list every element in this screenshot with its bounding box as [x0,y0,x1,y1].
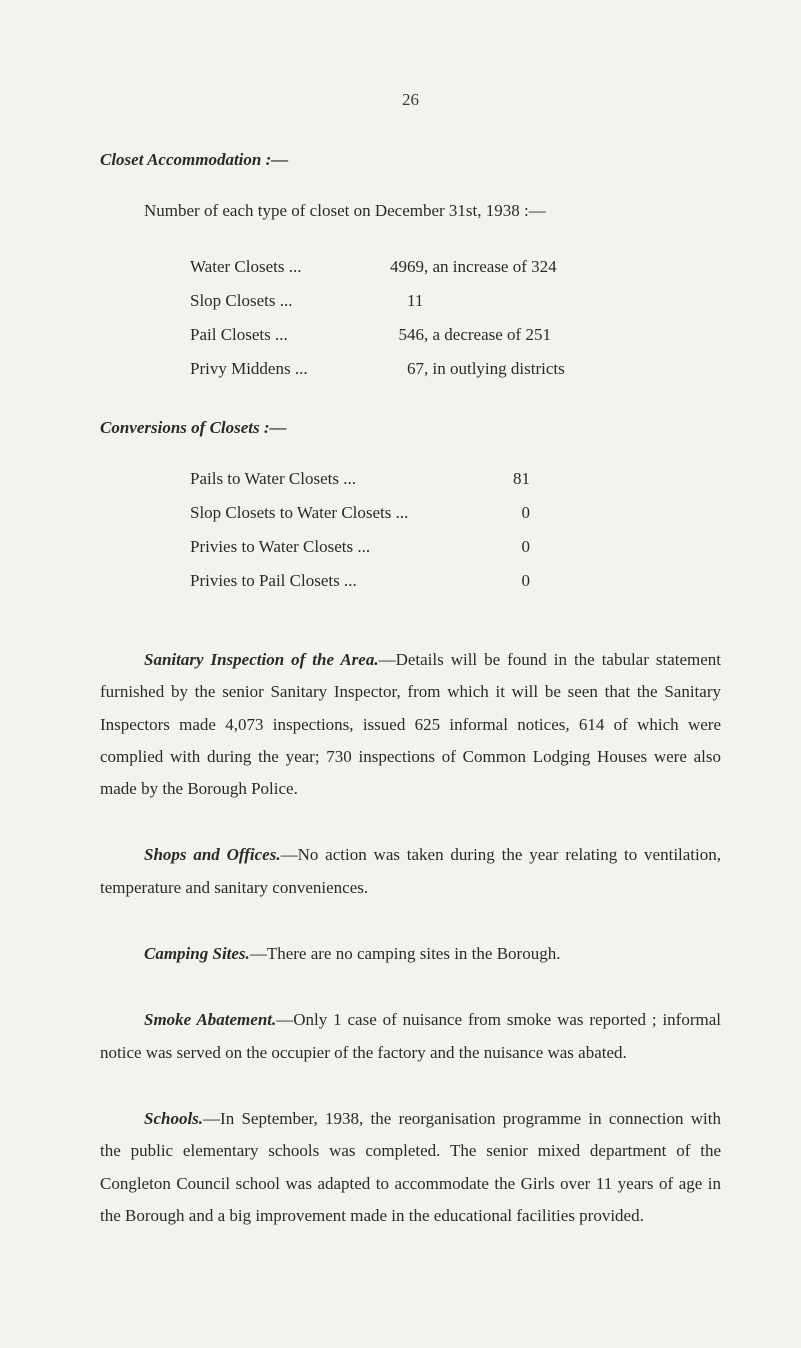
sanitary-text: —Details will be found in the tabular st… [100,650,721,798]
shops-paragraph: Shops and Offices.—No action was taken d… [100,839,721,904]
conv-label: Privies to Pail Closets ... [190,564,490,598]
closet-heading: Closet Accommodation :— [100,150,721,170]
conv-label: Privies to Water Closets ... [190,530,490,564]
camping-run-in: Camping Sites. [144,944,250,963]
closet-value: 67, in outlying districts [390,352,721,386]
camping-paragraph: Camping Sites.—There are no camping site… [100,938,721,970]
closet-label: Privy Middens ... [190,352,390,386]
conversions-heading: Conversions of Closets :— [100,418,721,438]
closet-value: 546, a decrease of 251 [390,318,721,352]
smoke-paragraph: Smoke Abatement.—Only 1 case of nuisance… [100,1004,721,1069]
schools-run-in: Schools. [144,1109,203,1128]
closet-intro: Number of each type of closet on Decembe… [144,194,721,228]
conv-row: Slop Closets to Water Closets ... 0 [190,496,721,530]
conv-value: 81 [490,462,530,496]
closet-label: Slop Closets ... [190,284,390,318]
closet-value: 11 [390,284,721,318]
sanitary-run-in: Sanitary Inspection of the Area. [144,650,379,669]
schools-paragraph: Schools.—In September, 1938, the reorgan… [100,1103,721,1232]
conv-value: 0 [490,496,530,530]
conv-value: 0 [490,530,530,564]
conv-value: 0 [490,564,530,598]
closet-label: Pail Closets ... [190,318,390,352]
smoke-run-in: Smoke Abatement. [144,1010,276,1029]
camping-text: —There are no camping sites in the Borou… [250,944,561,963]
closet-row: Water Closets ... 4969, an increase of 3… [190,250,721,284]
page: 26 Closet Accommodation :— Number of eac… [0,0,801,1348]
conv-row: Privies to Water Closets ... 0 [190,530,721,564]
conv-label: Pails to Water Closets ... [190,462,490,496]
conv-row: Pails to Water Closets ... 81 [190,462,721,496]
closet-value: 4969, an increase of 324 [390,250,721,284]
sanitary-paragraph: Sanitary Inspection of the Area.—Details… [100,644,721,805]
shops-run-in: Shops and Offices. [144,845,281,864]
closet-table: Water Closets ... 4969, an increase of 3… [100,250,721,386]
conversions-table: Pails to Water Closets ... 81 Slop Close… [100,462,721,598]
page-number: 26 [100,90,721,110]
closet-row: Privy Middens ... 67, in outlying distri… [190,352,721,386]
conv-label: Slop Closets to Water Closets ... [190,496,490,530]
closet-row: Pail Closets ... 546, a decrease of 251 [190,318,721,352]
closet-row: Slop Closets ... 11 [190,284,721,318]
closet-label: Water Closets ... [190,250,390,284]
conv-row: Privies to Pail Closets ... 0 [190,564,721,598]
